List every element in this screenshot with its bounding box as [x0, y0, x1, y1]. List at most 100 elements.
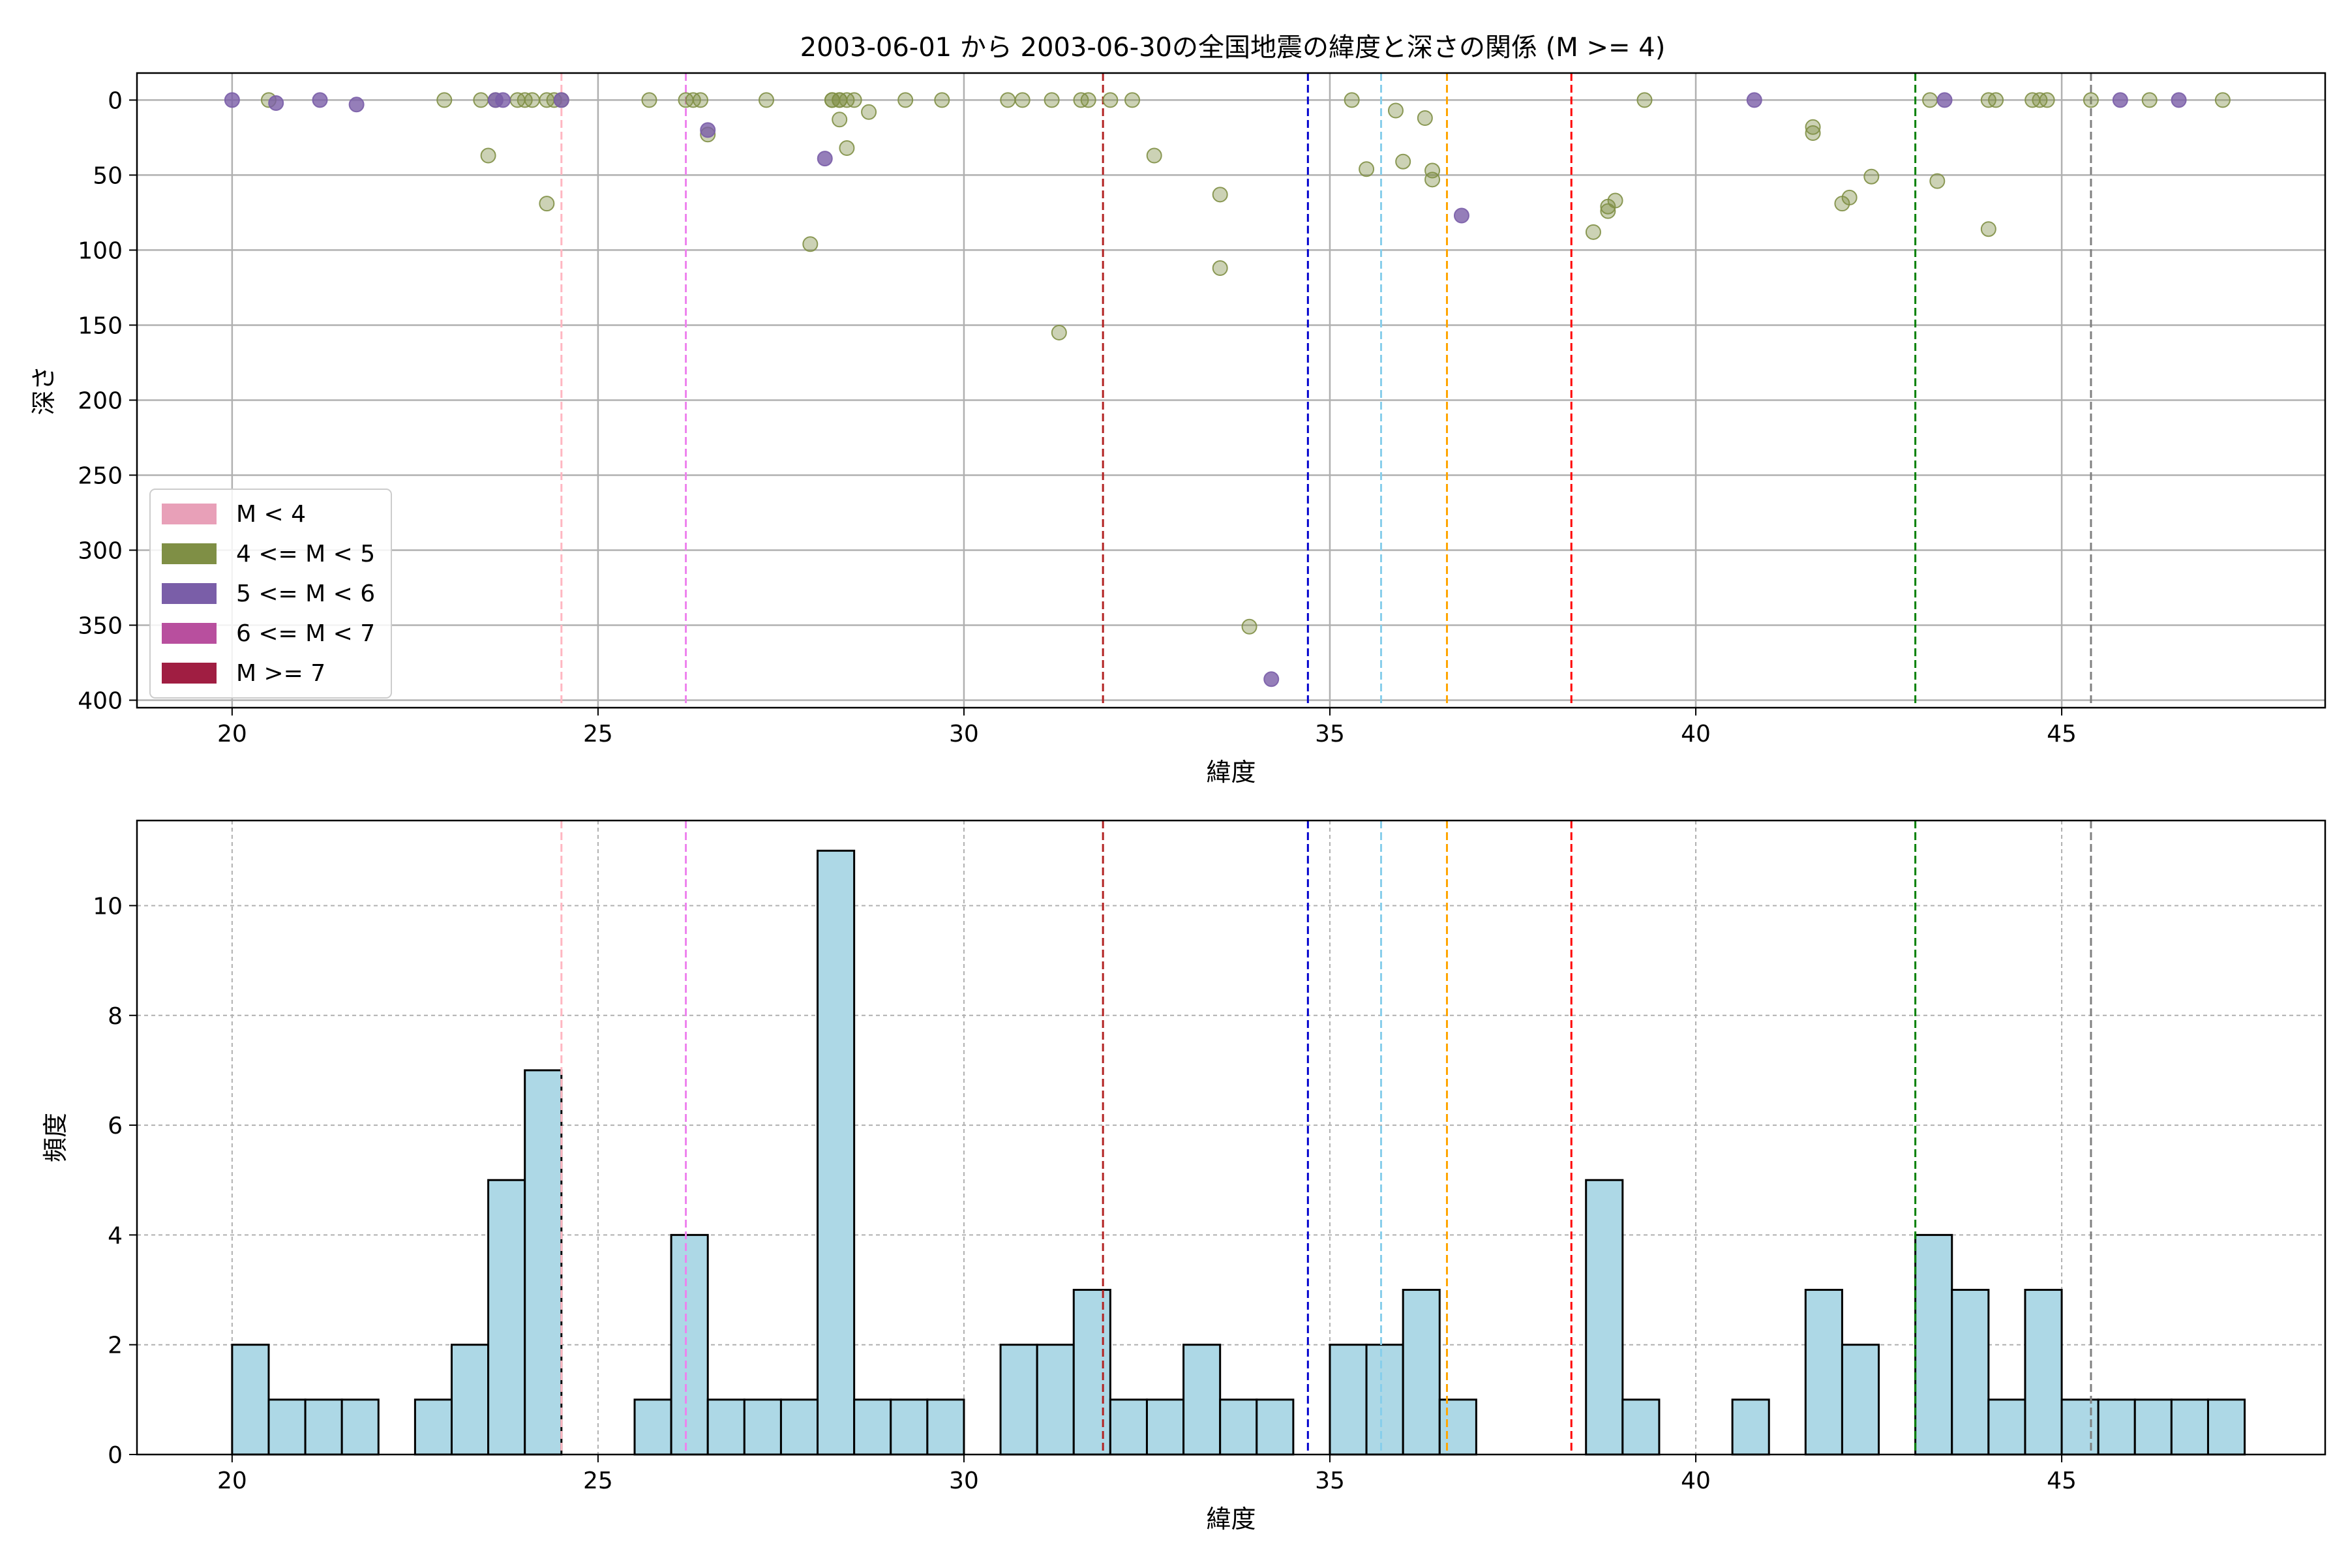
histogram-bar	[1841, 1344, 1880, 1456]
histogram-bar	[2024, 1289, 2063, 1456]
histogram-bar	[1914, 1233, 1953, 1456]
scatter-point	[1080, 92, 1096, 108]
histogram-bar	[450, 1344, 490, 1456]
top-yaxis-label: 深さ	[29, 365, 58, 415]
scatter-point	[348, 97, 365, 113]
scatter-point	[1359, 161, 1375, 177]
legend-label: 4 <= M < 5	[236, 541, 375, 567]
legend-swatch	[162, 583, 217, 604]
bottom-ytick-label: 2	[108, 1333, 123, 1359]
scatter-point	[692, 92, 708, 108]
top-xtick-label: 30	[949, 721, 979, 747]
top-xtick-label: 40	[1681, 721, 1711, 747]
scatter-point	[1805, 125, 1821, 142]
top-plot-frame	[136, 72, 2326, 709]
scatter-point	[312, 92, 328, 108]
scatter-point	[1014, 92, 1031, 108]
histogram-bar	[1804, 1289, 1843, 1456]
bottom-ytick-label: 0	[108, 1442, 123, 1469]
scatter-point	[861, 104, 877, 120]
histogram-bar	[2133, 1398, 2173, 1456]
legend-label: M < 4	[236, 501, 306, 528]
histogram-bar	[1256, 1398, 1295, 1456]
histogram-bar	[670, 1233, 709, 1456]
scatter-point	[934, 92, 950, 108]
top-ytick-label: 400	[78, 687, 123, 714]
bottom-xtick-label: 35	[1315, 1468, 1345, 1494]
histogram-bar	[267, 1398, 307, 1456]
scatter-point	[700, 122, 716, 138]
bottom-xtick-label: 40	[1681, 1468, 1711, 1494]
scatter-point	[2083, 92, 2099, 108]
scatter-point	[2141, 92, 2158, 108]
legend-swatch	[162, 504, 217, 524]
scatter-point	[1980, 221, 1996, 237]
histogram-bar	[1182, 1344, 1222, 1456]
top-xaxis-label: 緯度	[1206, 758, 1256, 787]
scatter-point	[1387, 102, 1404, 119]
scatter-point	[1051, 324, 1067, 340]
histogram-bar	[2170, 1398, 2209, 1456]
scatter-point	[817, 151, 833, 167]
scatter-point	[758, 92, 774, 108]
scatter-point	[1102, 92, 1119, 108]
scatter-point	[436, 92, 453, 108]
top-xtick-label: 25	[583, 721, 613, 747]
scatter-point	[1922, 92, 1938, 108]
scatter-point	[839, 140, 855, 157]
histogram-bar	[1621, 1398, 1661, 1456]
scatter-point	[495, 92, 511, 108]
scatter-point	[1241, 618, 1257, 635]
histogram-bar	[1438, 1398, 1477, 1456]
histogram-bar	[926, 1398, 965, 1456]
histogram-bar	[817, 849, 856, 1456]
scatter-point	[1453, 207, 1469, 224]
bottom-xtick-label: 20	[217, 1468, 247, 1494]
bottom-xtick-label: 25	[583, 1468, 613, 1494]
histogram-bar	[1329, 1344, 1368, 1456]
scatter-point	[802, 236, 819, 252]
scatter-point	[1863, 168, 1880, 185]
scatter-point	[1585, 224, 1601, 240]
scatter-point	[1424, 162, 1441, 179]
histogram-bar	[1731, 1398, 1770, 1456]
scatter-point	[553, 92, 569, 108]
scatter-point	[1600, 203, 1616, 219]
legend: M < 4 4 <= M < 5 5 <= M < 6 6 <= M < 7 M >= …	[149, 489, 392, 699]
histogram-bar	[524, 1069, 563, 1456]
scatter-point	[2112, 92, 2128, 108]
scatter-point	[1212, 187, 1228, 203]
top-xtick-label: 35	[1315, 721, 1345, 747]
scatter-point	[846, 92, 862, 108]
scatter-point	[473, 92, 489, 108]
scatter-point	[1936, 92, 1953, 108]
scatter-point	[224, 92, 240, 108]
scatter-point	[1000, 92, 1016, 108]
bottom-ytick-label: 10	[93, 893, 123, 920]
bottom-ytick-label: 8	[108, 1003, 123, 1030]
scatter-point	[1805, 119, 1821, 135]
top-ytick-label: 0	[108, 87, 123, 114]
scatter-point	[1841, 189, 1858, 205]
scatter-point	[1417, 110, 1433, 127]
scatter-point	[1988, 92, 2004, 108]
scatter-point	[1146, 147, 1162, 164]
histogram-bar	[999, 1344, 1038, 1456]
scatter-point	[2214, 92, 2231, 108]
scatter-point	[897, 92, 914, 108]
histogram-bar	[1987, 1398, 2026, 1456]
histogram-bar	[304, 1398, 343, 1456]
top-ytick-label: 50	[93, 162, 123, 189]
top-ytick-label: 150	[78, 312, 123, 339]
histogram-bar	[1072, 1289, 1111, 1456]
histogram-bar	[779, 1398, 819, 1456]
legend-label: 6 <= M < 7	[236, 620, 375, 647]
top-ytick-label: 200	[78, 387, 123, 414]
histogram-bar	[2097, 1398, 2136, 1456]
legend-label: M >= 7	[236, 660, 325, 687]
top-ytick-label: 350	[78, 612, 123, 639]
scatter-point	[539, 196, 555, 212]
scatter-point	[1395, 153, 1411, 170]
scatter-point	[268, 95, 284, 112]
